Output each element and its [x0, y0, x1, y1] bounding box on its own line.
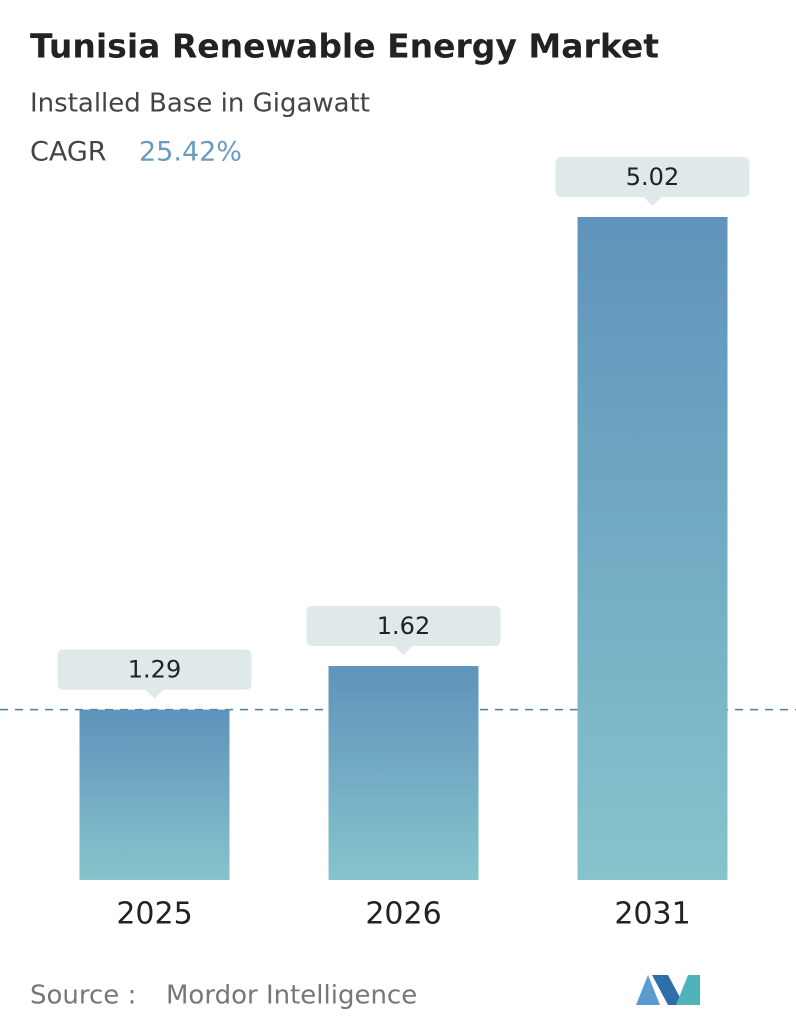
- value-callout: [555, 157, 750, 206]
- logo: [636, 975, 700, 1005]
- value-label: 1.29: [128, 656, 181, 684]
- source-label: Source :: [30, 981, 136, 1011]
- x-tick-label: 2026: [365, 897, 441, 932]
- x-tick-label: 2025: [116, 897, 192, 932]
- value-label: 5.02: [626, 163, 679, 191]
- subtitle: Installed Base in Gigawatt: [30, 89, 370, 119]
- chart-title: Tunisia Renewable Energy Market: [30, 27, 659, 66]
- cagr-value: 25.42%: [139, 137, 242, 168]
- source: Mordor Intelligence: [166, 981, 417, 1011]
- value-callout: [306, 606, 501, 656]
- bar: [577, 217, 728, 880]
- value-callout: [57, 649, 252, 699]
- value-label: 1.62: [377, 612, 430, 640]
- cagr-label: CAGR: [30, 137, 107, 168]
- bar: [328, 666, 479, 880]
- x-tick-label: 2031: [614, 897, 690, 932]
- bar: [79, 709, 230, 880]
